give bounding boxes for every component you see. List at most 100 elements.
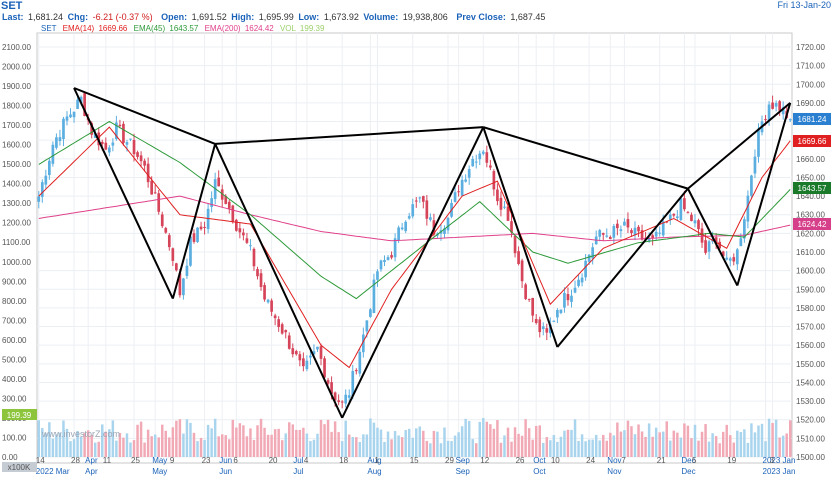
volume-bar: [757, 425, 760, 457]
candle: [577, 274, 580, 288]
candle: [478, 150, 482, 166]
right-axis-label: 1580.00: [796, 304, 825, 313]
open-label: Open:: [161, 12, 187, 22]
candle: [429, 213, 432, 222]
ema200-line: [38, 195, 791, 242]
candle: [234, 218, 238, 232]
high-label: High:: [231, 12, 254, 22]
x-tick-label: 19: [727, 456, 736, 465]
x-month-label: Jul: [293, 467, 303, 476]
volume-bar: [520, 435, 524, 457]
svg-text:1681.24: 1681.24: [798, 115, 827, 124]
candle: [598, 228, 602, 242]
volume-bar: [739, 432, 743, 457]
prev-close-label: Prev Close:: [456, 12, 506, 22]
volume-unit: x100K: [8, 463, 31, 472]
volume-bar: [718, 443, 721, 457]
volume-bar: [415, 428, 418, 457]
right-axis-label: 1560.00: [796, 341, 825, 350]
left-axis-label: 500.00: [2, 355, 27, 364]
volume-bar: [714, 436, 718, 457]
candle: [774, 100, 778, 112]
volume-bar: [400, 437, 404, 457]
candle: [531, 297, 535, 323]
volume-bar: [534, 425, 538, 457]
volume-bar: [55, 434, 58, 457]
candle: [291, 343, 295, 358]
volume-bar: [566, 429, 570, 457]
x-month-label: Jun: [219, 467, 232, 476]
volume-bar: [157, 437, 160, 457]
volume-bar: [365, 434, 369, 457]
candle: [224, 194, 228, 205]
candle: [637, 225, 640, 238]
volume-bar: [309, 441, 312, 457]
volume-bar: [347, 434, 351, 457]
volume-bar: [693, 424, 697, 457]
volume-bar: [231, 419, 235, 457]
svg-text:1643.57: 1643.57: [798, 184, 827, 193]
volume-bar: [725, 424, 728, 457]
volume-bar: [316, 433, 319, 457]
volume-bar: [178, 419, 182, 457]
volume-bar: [252, 439, 256, 457]
volume-bar: [637, 424, 640, 457]
x-month-label: 2023 Jan: [763, 467, 796, 476]
chg-value: -6.21 (-0.37 %): [93, 12, 153, 22]
left-axis-label: 100.00: [2, 433, 27, 442]
volume-bar: [182, 433, 185, 457]
candle: [517, 246, 520, 266]
volume-bar: [319, 419, 323, 457]
candle: [157, 189, 161, 215]
volume-bar: [146, 429, 150, 457]
left-axis-label: 1400.00: [2, 180, 31, 189]
volume-bar: [439, 443, 443, 457]
volume-bar: [298, 429, 302, 457]
x-tick-label: 20: [269, 456, 278, 465]
candle: [238, 222, 242, 239]
volume-bar: [450, 441, 453, 457]
volume-bar: [369, 418, 372, 457]
candle: [725, 251, 729, 261]
volume-bar: [584, 441, 587, 457]
candle: [534, 314, 538, 325]
volume-bar: [393, 431, 397, 457]
volume-bar: [580, 434, 584, 457]
candle: [245, 232, 249, 245]
candle: [316, 346, 319, 352]
x-month-label: 2022 Mar: [36, 467, 70, 476]
volume-bar: [686, 425, 690, 457]
volume-bar: [249, 428, 252, 457]
volume-bar: [785, 433, 788, 457]
candle: [298, 351, 302, 367]
left-axis-label: 1200.00: [2, 219, 31, 228]
candle: [323, 356, 326, 379]
candle: [697, 218, 700, 237]
volume-bar: [150, 436, 153, 457]
volume-bar: [587, 439, 591, 457]
quote-summary: Last: 1,681.24 Chg: -6.21 (-0.37 %) Open…: [2, 12, 545, 22]
volume-badge: [2, 409, 37, 420]
right-axis-label: 1590.00: [796, 285, 825, 294]
candle: [132, 133, 136, 162]
candle: [591, 242, 595, 265]
x-tick-label: 3: [770, 456, 775, 465]
volume-bar: [203, 439, 206, 457]
volume-bar: [729, 435, 732, 457]
candle: [400, 222, 404, 231]
candle: [651, 233, 654, 246]
volume-bar: [48, 422, 51, 457]
volume-bar: [573, 419, 577, 457]
ema200-badge: 1624.42: [793, 218, 831, 230]
volume-bar: [499, 442, 503, 457]
x-tick-label: 5: [692, 456, 697, 465]
right-axis-label: 1530.00: [796, 397, 825, 406]
legend-ema14-value: 1669.66: [98, 24, 127, 33]
candle: [383, 255, 386, 267]
volume-bar: [224, 435, 227, 457]
legend-ema14: EMA(14): [63, 24, 95, 33]
volume-bar: [192, 432, 196, 457]
x-tick-label: 9: [170, 456, 175, 465]
volume-bar: [97, 441, 100, 457]
